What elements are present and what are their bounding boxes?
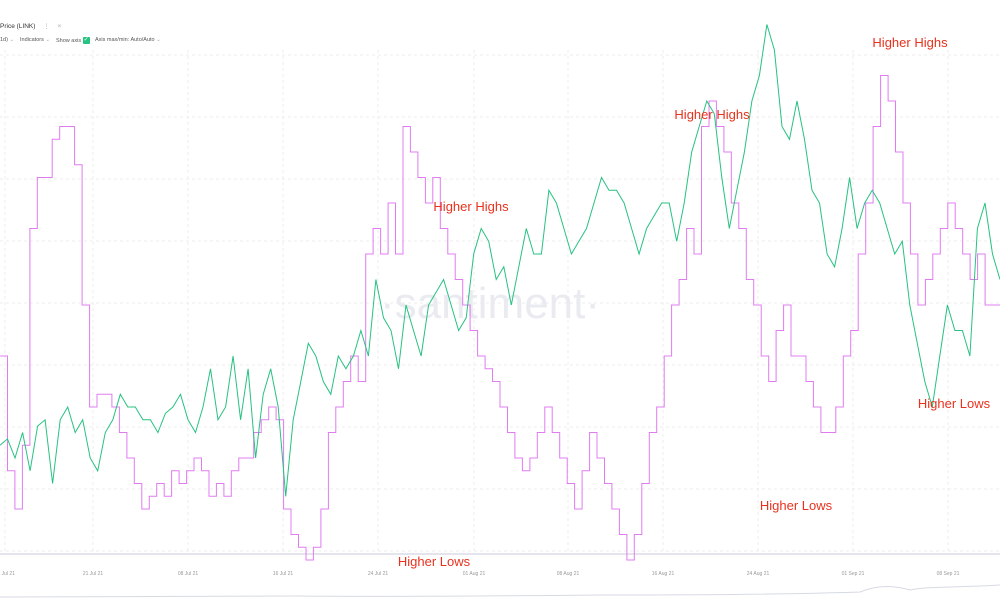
annotation-label: Higher Lows xyxy=(398,554,471,569)
chevron-down-icon: ⌄ xyxy=(9,37,15,43)
x-tick-label: 01 Aug 21 xyxy=(463,571,486,577)
indicators-button[interactable]: Indicators ⌄ xyxy=(20,37,50,43)
show-axis-toggle[interactable]: Show axis ✓ xyxy=(56,37,90,44)
x-tick-label: 24 Jul 21 xyxy=(368,571,389,577)
x-tick-label: 16 Jul 21 xyxy=(273,571,294,577)
series-line-price xyxy=(0,24,1000,497)
chart-toolbar: Price (LINK) ⋮ × 1d) ⌄ Indicators ⌄ Show… xyxy=(0,0,1000,48)
indicators-label: Indicators xyxy=(20,37,44,43)
watermark-text: ·santiment· xyxy=(380,279,600,328)
x-tick-label: 01 Sep 21 xyxy=(842,571,865,577)
annotation-label: Higher Lows xyxy=(918,396,991,411)
axis-minmax-select[interactable]: Axis max/min: Auto/Auto ⌄ xyxy=(95,37,161,43)
x-tick-label: 08 Sep 21 xyxy=(937,571,960,577)
x-tick-label: 08 Aug 21 xyxy=(557,571,580,577)
chevron-down-icon: ⌄ xyxy=(156,37,161,43)
interval-label: 1d xyxy=(0,37,7,43)
show-axis-label: Show axis xyxy=(56,37,82,44)
title-menu-icon[interactable]: ⋮ xyxy=(43,23,50,30)
x-tick-label: 16 Aug 21 xyxy=(652,571,675,577)
x-tick-label: 08 Jul 21 xyxy=(178,571,199,577)
annotation-label: Higher Lows xyxy=(760,498,833,513)
series-line-indicator xyxy=(0,75,1000,561)
chart-title: Price (LINK) ⋮ × xyxy=(0,22,61,30)
checkbox-checked-icon[interactable]: ✓ xyxy=(82,37,90,44)
axis-minmax-label: Axis max/min: Auto/Auto xyxy=(95,37,155,43)
navigator-minimap[interactable] xyxy=(0,584,1000,598)
title-close-icon[interactable]: × xyxy=(57,23,62,30)
chevron-down-icon: ⌄ xyxy=(45,37,50,43)
chart-annotations: Higher Highs Higher Highs Higher Highs High… xyxy=(398,35,991,569)
x-axis-ticks: 11 Jul 21 21 Jul 21 08 Jul 21 16 Jul 21 24 J… xyxy=(0,571,960,577)
chart-title-text: Price (LINK) xyxy=(0,23,36,30)
annotation-label: Higher Highs xyxy=(433,199,509,214)
annotation-label: Higher Highs xyxy=(872,35,948,50)
x-tick-label: 11 Jul 21 xyxy=(0,571,15,577)
interval-select[interactable]: 1d) ⌄ xyxy=(0,37,15,43)
x-tick-label: 24 Aug 21 xyxy=(747,571,770,577)
x-tick-label: 21 Jul 21 xyxy=(83,571,104,577)
annotation-label: Higher Highs xyxy=(674,107,750,122)
